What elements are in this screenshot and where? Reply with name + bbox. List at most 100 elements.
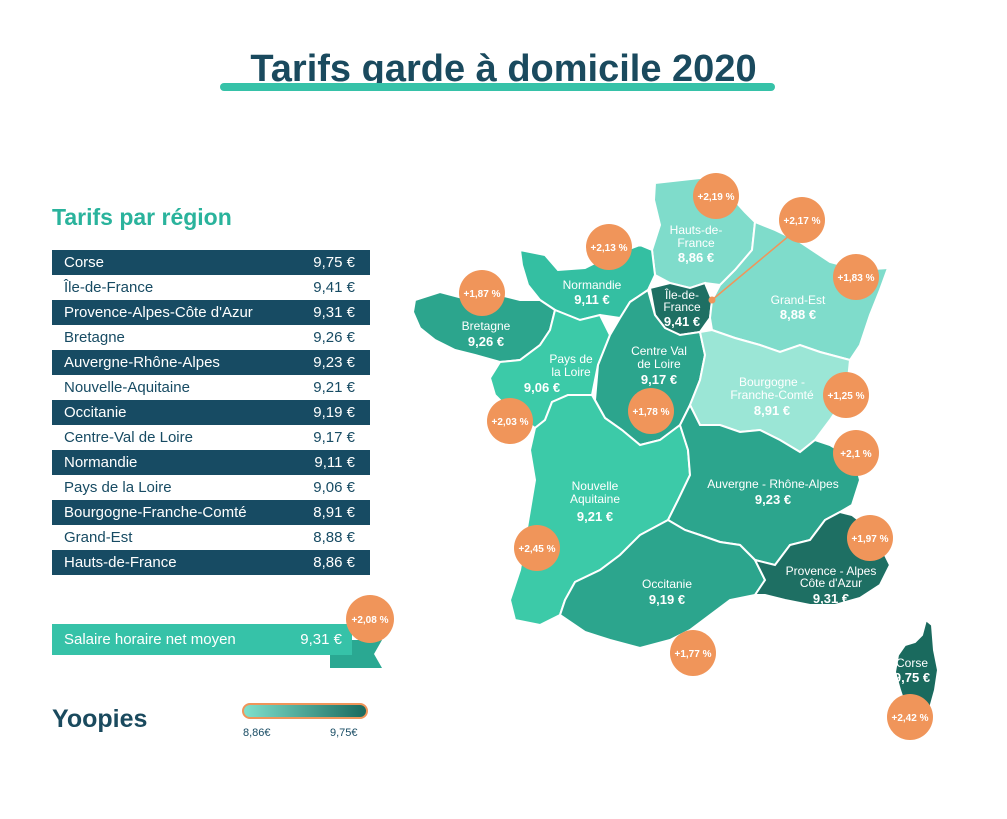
svg-text:+2,17 %: +2,17 % <box>784 216 821 227</box>
region-price: 9,17 € <box>313 429 355 446</box>
region-name: Nouvelle-Aquitaine <box>64 379 190 396</box>
region-price: 9,23 € <box>313 354 355 371</box>
table-row: Nouvelle-Aquitaine 9,21 € <box>52 375 370 400</box>
table-row: Hauts-de-France 8,86 € <box>52 550 370 575</box>
title-underline <box>220 83 775 91</box>
label-bourgogne-franche-comte-name: Bourgogne -Franche-Comté <box>730 375 814 402</box>
badge-occitanie: +1,77 % <box>670 630 716 676</box>
badge-grand-est: +1,83 % <box>833 254 879 300</box>
label-pays-de-la-loire-value: 9,06 € <box>524 380 560 395</box>
region-name: Corse <box>64 254 105 271</box>
region-name: Bretagne <box>64 329 125 346</box>
region-name: Auvergne-Rhône-Alpes <box>64 354 220 371</box>
label-grand-est-value: 8,88 € <box>780 307 816 322</box>
region-price: 9,11 € <box>314 454 355 471</box>
label-grand-est-name: Grand-Est <box>771 293 826 307</box>
svg-text:+2,13 %: +2,13 % <box>591 243 628 254</box>
label-ile-de-france-value: 9,41 € <box>664 314 700 329</box>
label-pays-de-la-loire-name: Pays de la Loire <box>549 352 593 379</box>
region-price: 9,19 € <box>313 404 355 421</box>
region-name: Provence-Alpes-Côte d'Azur <box>64 304 253 321</box>
svg-text:+1,78 %: +1,78 % <box>633 407 670 418</box>
region-name: Pays de la Loire <box>64 479 172 496</box>
average-salary-banner: Salaire horaire net moyen 9,31 € <box>52 624 352 655</box>
label-nouvelle-aquitaine-name: Nouvelle Aquitaine <box>570 479 620 506</box>
region-occitanie <box>558 518 767 650</box>
region-name: Hauts-de-France <box>64 554 177 571</box>
label-centre-val-de-loire-value: 9,17 € <box>641 372 677 387</box>
label-corse-name: Corse <box>896 656 928 670</box>
label-bourgogne-franche-comte-value: 8,91 € <box>754 403 790 418</box>
legend-gradient-bar <box>242 703 368 719</box>
svg-text:+2,1 %: +2,1 % <box>840 449 872 460</box>
table-row: Provence-Alpes-Côte d'Azur 9,31 € <box>52 300 370 325</box>
badge-auvergne-rhone-alpes: +2,1 % <box>833 430 879 476</box>
region-price: 8,86 € <box>313 554 355 571</box>
region-name: Normandie <box>64 454 138 471</box>
label-paca-value: 9,31 € <box>813 591 849 606</box>
table-row: Corse 9,75 € <box>52 250 370 275</box>
badge-bourgogne-franche-comte: +1,25 % <box>823 372 869 418</box>
badge-corse: +2,42 % <box>887 694 933 740</box>
svg-text:+1,77 %: +1,77 % <box>675 649 712 660</box>
table-row: Auvergne-Rhône-Alpes 9,23 € <box>52 350 370 375</box>
region-price: 9,41 € <box>313 279 355 296</box>
yoopies-logo: Yoopies <box>52 705 148 733</box>
badge-normandie: +2,13 % <box>586 224 632 270</box>
legend-max-label: 9,75€ <box>330 727 358 739</box>
label-occitanie-name: Occitanie <box>642 577 692 591</box>
table-row: Occitanie 9,19 € <box>52 400 370 425</box>
label-ile-de-france-name: Île-de-France <box>663 287 701 314</box>
badge-nouvelle-aquitaine: +2,45 % <box>514 525 560 571</box>
badge-pays-de-la-loire: +2,03 % <box>487 398 533 444</box>
label-bretagne-value: 9,26 € <box>468 334 504 349</box>
label-nouvelle-aquitaine-value: 9,21 € <box>577 509 613 524</box>
average-label: Salaire horaire net moyen <box>64 631 236 648</box>
label-corse-value: 9,75 € <box>894 670 930 685</box>
table-row: Normandie 9,11 € <box>52 450 370 475</box>
label-paca-name: Provence - Alpes Côte d'Azur <box>786 564 877 590</box>
badge-ile-de-france: +2,17 % <box>779 197 825 243</box>
label-normandie-value: 9,11 € <box>574 292 609 307</box>
region-price: 9,31 € <box>313 304 355 321</box>
average-value: 9,31 € <box>300 631 342 648</box>
badge-paca: +1,97 % <box>847 515 893 561</box>
region-price: 9,06 € <box>313 479 355 496</box>
table-row: Grand-Est 8,88 € <box>52 525 370 550</box>
label-normandie-name: Normandie <box>563 278 622 292</box>
region-name: Bourgogne-Franche-Comté <box>64 504 247 521</box>
region-name: Grand-Est <box>64 529 133 546</box>
region-name: Occitanie <box>64 404 127 421</box>
region-price: 9,21 € <box>313 379 355 396</box>
region-name: Île-de-France <box>64 279 154 296</box>
svg-text:+2,03 %: +2,03 % <box>492 417 529 428</box>
ile-de-france-pointer-dot <box>708 296 716 304</box>
label-centre-val-de-loire-name: Centre Val de Loire <box>631 344 687 371</box>
table-row: Île-de-France 9,41 € <box>52 275 370 300</box>
region-price: 9,26 € <box>313 329 355 346</box>
table-row: Pays de la Loire 9,06 € <box>52 475 370 500</box>
table-row: Bourgogne-Franche-Comté 8,91 € <box>52 500 370 525</box>
label-bretagne-name: Bretagne <box>462 319 511 333</box>
svg-text:+1,87 %: +1,87 % <box>464 289 501 300</box>
region-price: 9,75 € <box>313 254 355 271</box>
table-row: Centre-Val de Loire 9,17 € <box>52 425 370 450</box>
table-row: Bretagne 9,26 € <box>52 325 370 350</box>
svg-text:+1,25 %: +1,25 % <box>828 391 865 402</box>
badge-average: +2,08 % <box>346 595 394 643</box>
region-name: Centre-Val de Loire <box>64 429 193 446</box>
legend-min-label: 8,86€ <box>243 727 271 739</box>
label-auvergne-rhone-alpes-value: 9,23 € <box>755 492 791 507</box>
price-table: Corse 9,75 € Île-de-France 9,41 € Provence… <box>52 250 370 575</box>
svg-text:+1,83 %: +1,83 % <box>838 273 875 284</box>
badge-hauts-de-france: +2,19 % <box>693 173 739 219</box>
svg-text:+2,42 %: +2,42 % <box>892 713 929 724</box>
ile-de-france-pointer-line <box>711 234 791 301</box>
label-hauts-de-france-value: 8,86 € <box>678 250 714 265</box>
label-occitanie-value: 9,19 € <box>649 592 685 607</box>
svg-text:+2,19 %: +2,19 % <box>698 192 735 203</box>
svg-text:+1,97 %: +1,97 % <box>852 534 889 545</box>
region-price: 8,91 € <box>313 504 355 521</box>
badge-centre-val-de-loire: +1,78 % <box>628 388 674 434</box>
